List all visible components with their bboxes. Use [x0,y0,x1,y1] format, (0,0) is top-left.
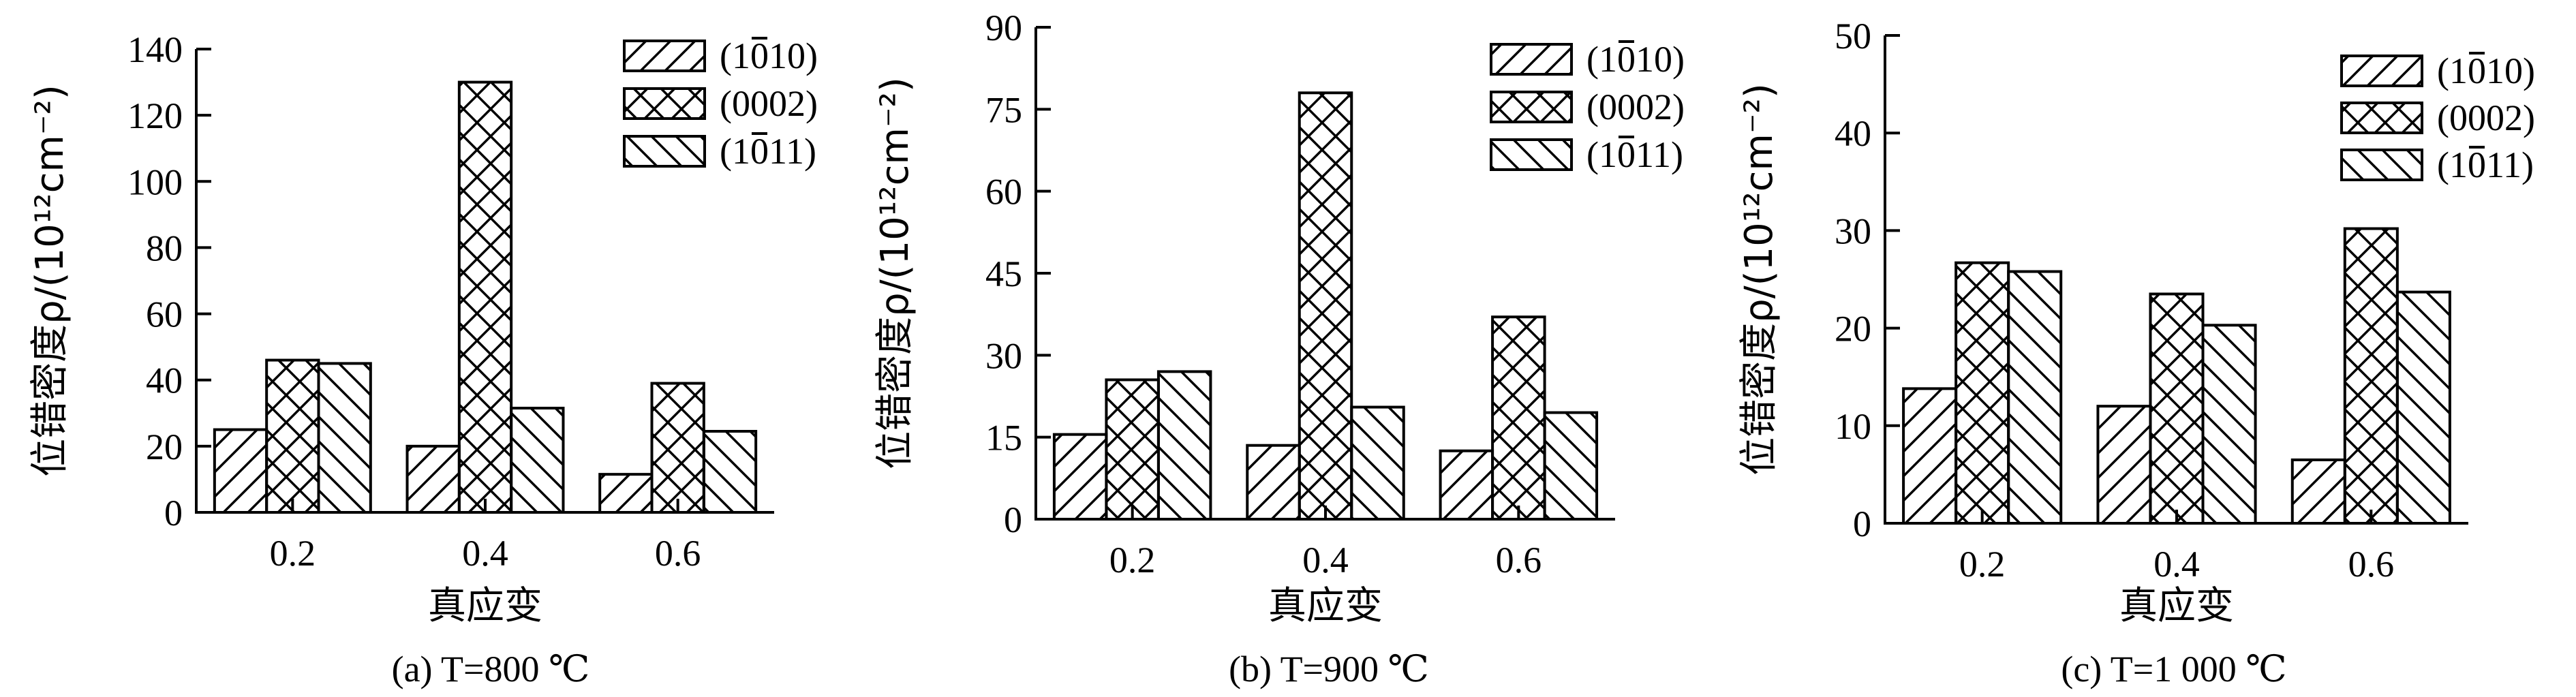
y-tick-label: 0 [1853,504,1871,544]
panel-caption: (b) T=900 ℃ [1229,649,1429,690]
y-tick-label: 100 [127,161,183,202]
x-axis-label: 真应变 [428,584,542,628]
chart-panel-3: 0 10 20 30 40 50 0.2 0.4 0.6 真应变 位错密度ρ/(10¹²cm⁻²) (… [1737,16,2535,690]
y-tick-label: 10 [1835,406,1871,447]
y-tick-label: 50 [1835,16,1871,57]
legend-label: (1011) [1586,134,1683,175]
legend-label: (1010) [720,35,818,76]
chart-panel-1: 0 20 40 60 80 100 120 140 0.2 0.4 0.6 真应变 位错密度ρ/(10¹… [28,29,818,690]
bar-forward-diagonal [1902,387,1958,525]
y-tick-label: 75 [985,89,1022,130]
x-tick-label: 0.2 [270,533,316,574]
legend-label: (0002) [1586,87,1685,127]
y-axis-label: 位错密度ρ/(10¹²cm⁻²) [873,77,917,469]
bar-backward-diagonal [1156,370,1212,521]
y-tick-label: 0 [1004,499,1022,540]
bar-cross-hatch [1298,91,1353,521]
x-axis-label: 真应变 [2119,584,2234,628]
legend-swatch [1490,138,1573,171]
legend-swatch [2340,55,2423,87]
legend: (1010) (0002) (1011) [2340,50,2535,185]
bar-cross-hatch [1105,378,1160,521]
legend-swatch [623,87,706,120]
panel-caption: (a) T=800 ℃ [392,649,590,690]
bar-backward-diagonal [317,362,372,514]
y-tick-label: 140 [127,29,183,70]
bar-backward-diagonal [1350,405,1405,521]
legend: (1010) (0002) (1011) [623,35,818,172]
bar-cross-hatch [1491,315,1546,521]
y-tick-label: 80 [146,228,183,268]
x-tick-label: 0.6 [655,533,701,574]
y-axis-label: 位错密度ρ/(10¹²cm⁻²) [1737,83,1781,476]
legend-label: (1010) [2437,50,2535,91]
bar-forward-diagonal [2290,458,2346,525]
y-tick-label: 90 [985,7,1022,48]
y-axis-label: 位错密度ρ/(10¹²cm⁻²) [28,84,72,477]
y-tick-label: 40 [146,360,183,401]
x-tick-label: 0.6 [2348,544,2395,585]
bar-backward-diagonal [2007,270,2063,525]
legend-label: (0002) [720,83,818,124]
bar-forward-diagonal [1052,433,1108,521]
legend-swatch [623,135,706,168]
legend-label: (1010) [1586,39,1685,80]
legend-swatch [1490,91,1573,123]
bar-forward-diagonal [2096,405,2152,525]
bar-backward-diagonal [702,430,758,514]
bar-forward-diagonal [1439,449,1494,521]
legend-swatch [1490,43,1573,76]
bar-cross-hatch [265,358,320,514]
x-tick-label: 0.4 [1302,540,1349,580]
x-tick-label: 0.4 [2153,544,2200,585]
y-tick-label: 40 [1835,113,1871,154]
y-tick-label: 60 [146,294,183,335]
panel-caption: (c) T=1 000 ℃ [2061,649,2286,690]
bar-cross-hatch [457,80,513,514]
y-tick-label: 30 [1835,211,1871,251]
legend-label: (1011) [2437,144,2534,185]
bar-backward-diagonal [2201,324,2257,525]
y-tick-label: 60 [985,172,1022,213]
bar-forward-diagonal [1246,444,1301,521]
bar-backward-diagonal [2395,290,2451,525]
x-axis-label: 真应变 [1268,584,1383,628]
y-tick-label: 15 [985,418,1022,459]
x-tick-label: 0.6 [1496,540,1542,580]
x-tick-label: 0.2 [1959,544,2006,585]
y-tick-label: 30 [985,335,1022,376]
x-tick-label: 0.4 [462,533,508,574]
bar-forward-diagonal [213,428,269,514]
legend-swatch [2340,102,2423,134]
bar-forward-diagonal [405,444,461,514]
legend-swatch [623,40,706,72]
chart-panel-2: 0 15 30 45 60 75 90 0.2 0.4 0.6 真应变 位错密度ρ/(10¹²cm⁻²… [873,7,1685,690]
y-tick-label: 120 [127,95,183,136]
x-tick-label: 0.2 [1109,540,1156,580]
bar-cross-hatch [650,382,705,514]
legend: (1010) (0002) (1011) [1490,39,1685,175]
bar-cross-hatch [2149,292,2205,525]
y-tick-label: 45 [985,253,1022,294]
bar-cross-hatch [2343,227,2399,525]
legend-label: (0002) [2437,97,2535,138]
y-tick-label: 0 [164,493,183,533]
legend-swatch [2340,149,2423,181]
y-tick-label: 20 [1835,309,1871,350]
bar-cross-hatch [1954,261,2010,525]
y-tick-label: 20 [146,427,183,467]
bar-forward-diagonal [598,473,654,514]
bar-backward-diagonal [510,407,565,514]
bar-backward-diagonal [1543,411,1599,521]
legend-label: (1011) [720,131,816,172]
